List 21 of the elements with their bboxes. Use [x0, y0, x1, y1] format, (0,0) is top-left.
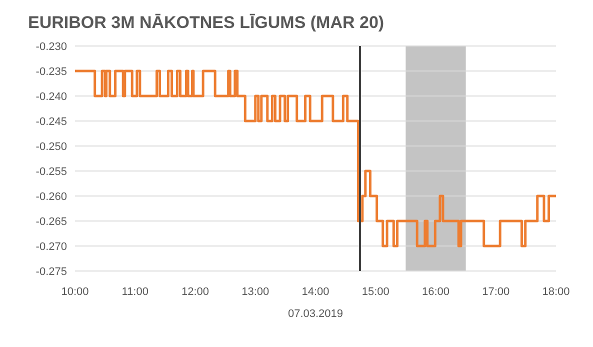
y-tick-label: -0.260 [36, 190, 67, 203]
x-tick-label: 11:00 [122, 286, 148, 298]
x-tick-label: 10:00 [61, 286, 89, 298]
x-tick-label: 17:00 [482, 286, 510, 298]
y-tick-label: -0.240 [36, 90, 67, 103]
x-tick-label: 16:00 [422, 286, 450, 298]
x-tick-label: 13:00 [242, 286, 270, 298]
y-tick-label: -0.250 [36, 140, 67, 153]
y-tick-label: -0.230 [36, 40, 67, 53]
x-axis-title: 07.03.2019 [288, 308, 344, 320]
y-tick-label: -0.270 [36, 240, 67, 253]
chart-title: EURIBOR 3M NĀKOTNES LĪGUMS (MAR 20) [28, 13, 384, 32]
x-tick-label: 15:00 [362, 286, 390, 298]
y-tick-label: -0.235 [36, 66, 67, 78]
x-tick-label: 18:00 [542, 286, 570, 298]
x-tick-label: 14:00 [302, 286, 330, 298]
y-tick-label: -0.255 [36, 166, 67, 178]
y-tick-label: -0.275 [36, 266, 67, 278]
y-tick-label: -0.245 [36, 116, 67, 128]
y-tick-label: -0.265 [36, 216, 67, 228]
x-tick-label: 12:00 [181, 286, 210, 298]
